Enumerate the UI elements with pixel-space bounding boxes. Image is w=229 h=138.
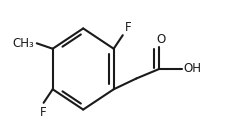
Text: OH: OH [182,63,200,75]
Text: CH₃: CH₃ [13,37,34,50]
Text: F: F [40,106,47,119]
Text: F: F [125,21,131,34]
Text: O: O [156,33,165,46]
